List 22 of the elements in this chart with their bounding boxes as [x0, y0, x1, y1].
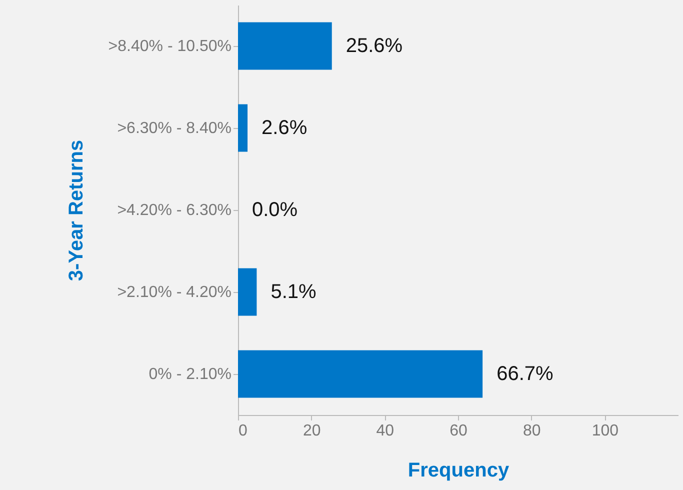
data-label: 5.1%	[270, 281, 317, 303]
bar	[238, 350, 483, 398]
x-tick-label: 80	[522, 422, 541, 440]
data-label: 2.6%	[262, 117, 308, 139]
x-axis-title: Frequency	[408, 460, 510, 482]
bar	[238, 104, 248, 152]
data-label: 25.6%	[346, 35, 403, 57]
y-tick-label: >2.10% - 4.20%	[117, 284, 232, 301]
x-tick-label: 0	[238, 422, 248, 440]
x-tick-label: 40	[376, 422, 394, 440]
y-tick-label: >8.40% - 10.50%	[108, 38, 232, 55]
x-tick-label: 20	[302, 422, 321, 440]
y-tick-label: >4.20% - 6.30%	[117, 202, 232, 219]
y-axis-title: 3-Year Returns	[65, 140, 88, 282]
data-label: 0.0%	[252, 199, 298, 221]
bar	[238, 268, 257, 316]
x-tick-label: 100	[592, 422, 619, 440]
data-label: 66.7%	[496, 363, 554, 385]
x-tick-label: 60	[450, 422, 468, 440]
y-tick-label: 0% - 2.10%	[148, 366, 232, 383]
y-tick-label: >6.30% - 8.40%	[117, 120, 232, 137]
bar	[238, 22, 332, 70]
